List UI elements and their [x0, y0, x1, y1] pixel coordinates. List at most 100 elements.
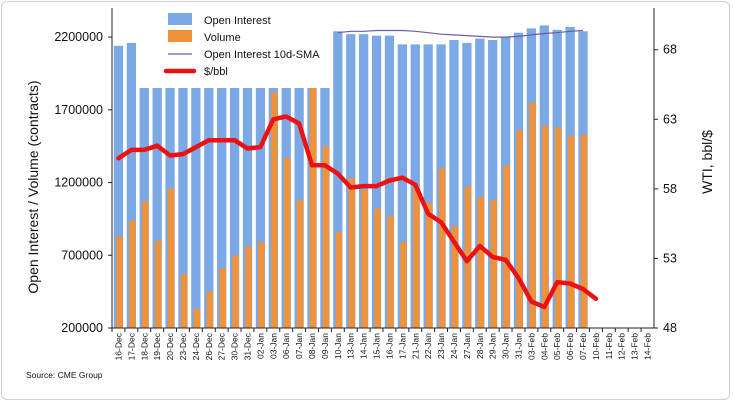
open-interest-bar: [242, 88, 253, 328]
x-tick-label: 19-Dec: [152, 332, 162, 360]
x-tick-label: 06-Jan: [281, 333, 291, 359]
x-tick-label: 26-Dec: [204, 332, 214, 360]
x-tick-label: 24-Jan: [449, 333, 459, 359]
x-tick-label: 10-Jan: [333, 333, 343, 359]
volume-bar: [361, 189, 368, 328]
x-tick-label: 10-Feb: [591, 333, 601, 360]
x-tick-label: 18-Dec: [139, 332, 149, 360]
volume-bar: [451, 226, 459, 328]
open-interest-bar: [178, 88, 188, 328]
open-interest-bar: [152, 88, 162, 328]
x-tick-label: 29-Jan: [488, 333, 498, 359]
sma-line: [337, 29, 584, 38]
open-interest-bar: [371, 35, 382, 329]
y-tick-label: 700000: [61, 248, 103, 262]
volume-bar: [309, 88, 317, 328]
x-tick-label: 14-Feb: [643, 333, 653, 360]
volume-bar: [554, 127, 562, 328]
open-interest-bar: [191, 88, 201, 328]
x-tick-label: 05-Feb: [552, 333, 562, 360]
volume-bar: [542, 125, 549, 329]
open-interest-bar: [217, 88, 227, 328]
x-tick-label: 09-Jan: [320, 333, 330, 359]
x-tick-label: 31-Jan: [514, 333, 524, 359]
volume-bar: [567, 136, 575, 328]
x-tick-label: 23-Jan: [436, 333, 446, 359]
volume-bar: [413, 185, 420, 328]
x-tick-label: 07-Jan: [294, 333, 304, 359]
y-tick-label: 1700000: [54, 103, 103, 117]
price-line: [116, 114, 599, 310]
legend-label: Open Interest 10d-SMA: [204, 49, 320, 61]
x-tick-label: 08-Jan: [307, 333, 317, 359]
x-tick-label: 17-Jan: [397, 333, 407, 359]
open-interest-bar: [397, 44, 408, 328]
x-tick-label: 24-Dec: [191, 332, 201, 360]
open-interest-bar: [423, 44, 433, 328]
x-tick-label: 13-Feb: [630, 333, 640, 360]
y2-tick-label: 58: [663, 182, 677, 196]
volume-bar: [180, 274, 188, 328]
volume-bar: [193, 309, 201, 328]
x-tick-label: 16-Jan: [384, 333, 394, 359]
y2-tick-label: 48: [663, 321, 677, 335]
open-interest-bar: [255, 88, 266, 328]
y2-tick-label: 63: [663, 112, 677, 126]
volume-bar: [142, 201, 149, 328]
y-tick-label: 2200000: [54, 30, 103, 44]
x-tick-label: 06-Feb: [565, 333, 575, 360]
volume-bar: [335, 232, 343, 328]
volume-bar: [387, 216, 394, 328]
volume-bar: [206, 291, 214, 328]
legend-label: Open Interest: [204, 15, 271, 27]
x-tick-label: 04-Feb: [539, 333, 549, 360]
volume-bar: [258, 242, 265, 328]
volume-bar: [129, 220, 136, 328]
legend-swatch-volume: [168, 30, 192, 42]
open-interest-bar: [358, 34, 369, 328]
legend-label: Volume: [204, 32, 241, 44]
volume-bar: [348, 178, 355, 328]
x-tick-label: 17-Dec: [126, 332, 136, 360]
open-interest-bar: [462, 42, 472, 329]
volume-bar: [154, 240, 162, 328]
volume-bar: [490, 200, 497, 328]
x-tick-label: 16-Dec: [113, 332, 123, 360]
open-interest-bar: [475, 38, 485, 328]
volume-bar: [400, 242, 407, 328]
volume-bar: [503, 165, 510, 328]
y2-tick-label: 68: [663, 43, 677, 57]
x-tick-label: 30-Jan: [501, 333, 511, 359]
volume-bar: [322, 146, 330, 328]
x-tick-label: 27-Jan: [462, 333, 472, 359]
open-interest-bar: [204, 88, 214, 328]
source-label: Source: CME Group: [26, 370, 103, 380]
y-tick-label: 1200000: [54, 176, 103, 190]
volume-bar: [580, 134, 588, 328]
x-tick-label: 23-Dec: [178, 332, 188, 360]
x-tick-label: 14-Jan: [359, 333, 369, 359]
volume-bar: [271, 92, 278, 328]
open-interest-bar: [229, 88, 240, 328]
x-tick-label: 22-Jan: [423, 333, 433, 359]
x-tick-label: 03-Jan: [268, 333, 278, 359]
volume-bar: [529, 102, 536, 328]
volume-bar: [296, 200, 304, 328]
x-tick-label: 11-Feb: [604, 333, 614, 360]
x-tick-label: 03-Feb: [526, 333, 536, 360]
y-tick-label: 200000: [61, 321, 103, 335]
volume-bar: [116, 236, 123, 328]
x-tick-label: 31-Dec: [243, 332, 253, 360]
x-tick-label: 27-Dec: [217, 332, 227, 360]
x-tick-label: 21-Jan: [410, 333, 420, 359]
open-interest-bar: [333, 31, 343, 328]
volume-bar: [245, 246, 252, 328]
legend-label: $/bbl: [204, 66, 228, 78]
open-interest-bar: [488, 40, 498, 328]
open-interest-bar: [126, 42, 137, 329]
x-tick-label: 15-Jan: [372, 333, 382, 359]
y2-axis-label: WTI, bbl/$: [699, 130, 715, 194]
volume-bar: [438, 168, 446, 328]
y2-tick-label: 53: [663, 251, 677, 265]
